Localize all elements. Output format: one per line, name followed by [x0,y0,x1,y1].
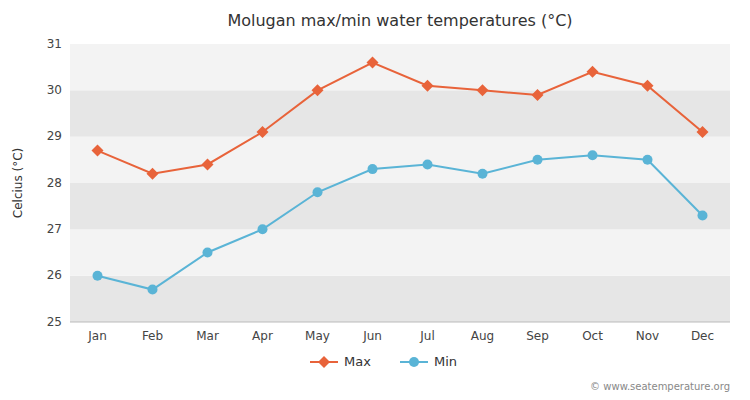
y-tick-label: 25 [47,315,62,329]
grid [70,44,730,322]
point [92,145,104,157]
x-tick-label: May [305,329,330,343]
x-axis-line [70,322,730,323]
point [258,224,268,234]
y-tick-label: 29 [47,129,62,143]
y-axis-label: Celcius (°C) [11,148,25,218]
point [477,84,489,96]
point [148,285,158,295]
y-tick-label: 27 [47,222,62,236]
point [422,80,434,92]
chart: 25 26 27 28 29 30 31 Jan Feb Mar Apr May Jun Jul Aug Se… [0,0,750,400]
point [478,169,488,179]
grid-band [70,44,730,90]
x-tick-label: Aug [471,329,494,343]
point [312,84,324,96]
point [202,158,214,170]
legend-label: Max [344,354,371,369]
x-tick-label: Oct [582,329,603,343]
point [642,80,654,92]
legend-marker [409,357,419,367]
grid-band [70,229,730,275]
point [698,210,708,220]
point [367,57,379,69]
y-axis: 25 26 27 28 29 30 31 [47,37,62,329]
point [257,126,269,138]
x-tick-label: Feb [142,329,163,343]
x-tick-label: Nov [636,329,659,343]
grid-band [70,137,730,183]
point [532,89,544,101]
point [643,155,653,165]
x-axis: Jan Feb Mar Apr May Jun Jul Aug Sep Oct Nov Dec [70,322,730,343]
y-tick-label: 31 [47,37,62,51]
series-group [92,57,709,295]
point [697,126,709,138]
grid-band [70,90,730,136]
x-tick-label: Jan [87,329,107,343]
title: Molugan max/min water temperatures (°C) [227,11,572,30]
x-tick-label: Jul [419,329,434,343]
y-tick-label: 30 [47,83,62,97]
point [93,271,103,281]
legend-label: Min [434,354,457,369]
series-line [98,155,703,289]
legend-marker [318,356,330,368]
point [203,248,213,258]
annotation: © www.seatemperature.org [590,381,730,392]
point [588,150,598,160]
legend: Max Min [310,354,457,369]
grid-band [70,183,730,229]
x-tick-label: Sep [526,329,549,343]
point [313,187,323,197]
x-tick-label: Jun [362,329,382,343]
point [368,164,378,174]
point [423,159,433,169]
point [147,168,159,180]
y-tick-label: 28 [47,176,62,190]
point [533,155,543,165]
x-tick-label: Mar [196,329,219,343]
x-tick-label: Apr [252,329,273,343]
x-tick-label: Dec [691,329,714,343]
y-tick-label: 26 [47,268,62,282]
grid-band [70,276,730,322]
point [587,66,599,78]
